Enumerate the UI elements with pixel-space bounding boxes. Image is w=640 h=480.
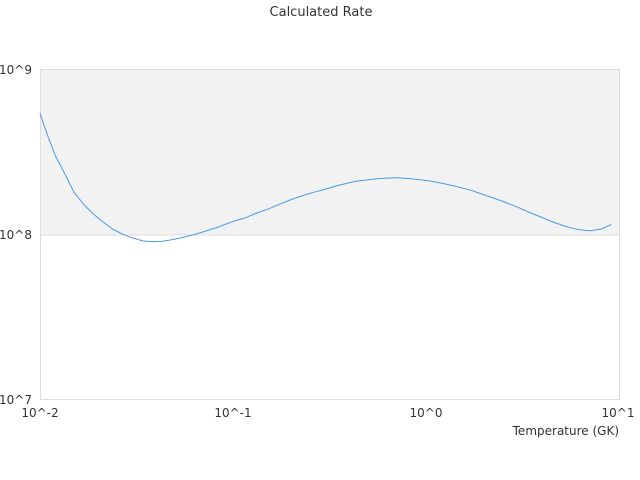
y-tick-label: 10^9 xyxy=(0,63,32,77)
y-tick-label: 10^8 xyxy=(0,228,32,242)
y-tick-label: 10^7 xyxy=(0,393,32,407)
x-tick-label: 10^-2 xyxy=(21,406,58,420)
x-tick-label: 10^-1 xyxy=(214,406,251,420)
highlight-band xyxy=(40,69,620,235)
x-axis-label: Temperature (GK) xyxy=(512,424,619,438)
x-tick-label: 10^0 xyxy=(410,406,443,420)
chart-title: Calculated Rate xyxy=(270,5,373,20)
rate-series-line xyxy=(39,113,612,243)
x-tick-label: 10^1 xyxy=(602,406,635,420)
